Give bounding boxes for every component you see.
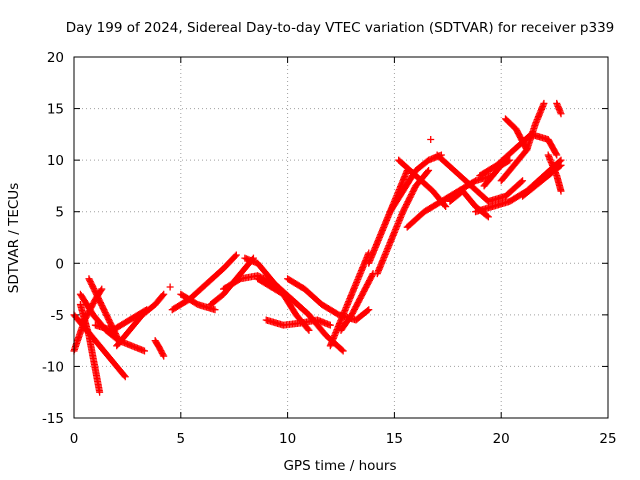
data-point (96, 388, 104, 396)
data-point (522, 144, 530, 152)
data-point (120, 372, 128, 380)
data-point (484, 213, 492, 221)
y-tick-label: 20 (47, 50, 64, 66)
grid-layer (74, 57, 608, 418)
chart-title: Day 199 of 2024, Sidereal Day-to-day VTE… (66, 20, 615, 36)
series-t29 (501, 115, 531, 154)
series-t6 (91, 306, 151, 334)
series-t18 (337, 270, 377, 334)
data-point (97, 286, 105, 294)
x-tick-label: 5 (177, 431, 186, 447)
data-point (519, 177, 527, 185)
isolated-points (166, 136, 435, 291)
data-point (557, 110, 565, 118)
data-point (427, 136, 435, 144)
x-tick-label: 10 (279, 431, 296, 447)
data-point (231, 252, 239, 260)
series-t22 (395, 156, 450, 211)
series-t15 (262, 316, 334, 329)
data-layer (70, 99, 565, 396)
data-point (160, 290, 168, 298)
y-tick-label: 10 (47, 153, 64, 169)
series-t8 (151, 337, 168, 360)
series-t33 (480, 156, 514, 190)
y-axis-label: SDTVAR / TECUs (6, 183, 22, 293)
series-t21 (386, 151, 445, 216)
data-point (326, 321, 334, 329)
tick-layer: 0 5 10 15 20 25 -15 -10 -5 0 5 10 15 20 (42, 50, 617, 447)
data-point (305, 326, 313, 334)
data-point (160, 352, 168, 360)
data-point (552, 150, 560, 158)
series-t7 (113, 290, 168, 350)
series-t31 (544, 151, 565, 195)
series-t28 (497, 99, 548, 185)
x-tick-label: 15 (386, 431, 403, 447)
data-point (442, 203, 450, 211)
data-point (506, 156, 514, 164)
data-point (523, 146, 531, 154)
y-tick-label: -15 (42, 411, 64, 427)
data-point (483, 212, 491, 220)
data-point (364, 307, 372, 315)
series-t3 (76, 301, 104, 396)
data-point (140, 347, 148, 355)
data-point (211, 306, 219, 314)
data-point (557, 187, 565, 195)
data-point (166, 283, 174, 291)
data-point (338, 346, 346, 354)
data-point (424, 168, 432, 176)
data-point (505, 157, 513, 165)
y-tick-label: -5 (51, 308, 64, 324)
y-tick-label: -10 (42, 359, 64, 375)
data-point (517, 178, 525, 186)
data-point (557, 161, 565, 169)
data-point (304, 325, 312, 333)
data-point (121, 373, 129, 381)
series-t9 (168, 251, 240, 314)
data-point (232, 251, 240, 259)
x-axis-label: GPS time / hours (283, 458, 396, 474)
series-t17 (326, 249, 373, 350)
series-t10 (177, 290, 219, 314)
series-t20 (373, 166, 433, 278)
data-point (425, 166, 433, 174)
x-tick-label: 20 (493, 431, 510, 447)
x-tick-label: 0 (70, 431, 79, 447)
series-t32 (553, 99, 565, 118)
plot-frame (73, 56, 609, 419)
data-point (553, 151, 561, 159)
data-point (441, 201, 449, 209)
data-point (98, 285, 106, 293)
series-t24 (433, 151, 527, 205)
data-point (339, 347, 347, 355)
y-tick-label: 5 (55, 205, 64, 221)
y-tick-label: 0 (55, 256, 64, 272)
data-point (365, 306, 373, 314)
data-point (540, 99, 548, 107)
data-point (368, 271, 376, 279)
data-point (159, 351, 167, 359)
y-tick-label: 15 (47, 102, 64, 118)
data-point (159, 291, 167, 299)
x-tick-label: 25 (599, 431, 616, 447)
data-point (556, 162, 564, 170)
